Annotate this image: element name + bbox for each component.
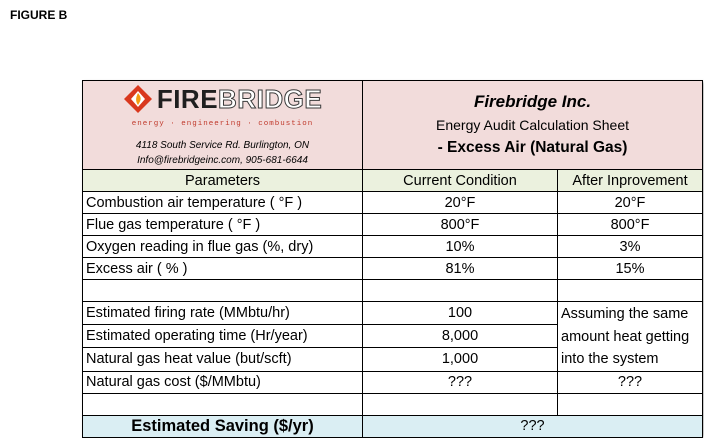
blank-cell [362,392,558,416]
current-value: 20°F [362,191,558,214]
param-label: Natural gas heat value (but/scft) [82,347,363,372]
after-value: 20°F [556,191,704,214]
after-value: 3% [556,235,704,258]
param-label: Excess air ( % ) [82,257,363,280]
after-note: Assuming the same amount heat getting in… [556,301,704,372]
param-label: Natural gas cost ($/MMbtu) [82,370,363,394]
saving-label: Estimated Saving ($/yr) [82,414,363,438]
calculation-sheet: FIRE BRIDGE energy · engineering · combus… [82,80,704,438]
param-label: Combustion air temperature ( °F ) [82,191,363,214]
header-row: FIRE BRIDGE energy · engineering · combus… [82,80,704,170]
col-header-current: Current Condition [362,169,558,192]
logo-word-fire: FIRE [156,84,219,114]
param-label: Oxygen reading in flue gas (%, dry) [82,235,363,258]
blank-cell [556,392,704,416]
sheet-subtitle: - Excess Air (Natural Gas) [437,139,628,156]
col-header-after: After Inprovement [556,169,704,192]
table-row: Oxygen reading in flue gas (%, dry) 10% … [82,235,704,258]
diamond-flame-icon [123,85,152,113]
saving-value: ??? [361,414,704,438]
blank-cell [556,279,704,302]
sheet-title: Energy Audit Calculation Sheet [436,117,630,133]
company-name: Firebridge Inc. [473,92,592,111]
column-header-row: Parameters Current Condition After Inpro… [82,169,704,192]
saving-row: Estimated Saving ($/yr) ??? [82,414,704,438]
company-logo-block: FIRE BRIDGE energy · engineering · combus… [82,80,363,170]
table-row: Combustion air temperature ( °F ) 20°F 2… [82,191,704,214]
blank-row [82,392,704,416]
after-value: 800°F [556,213,704,236]
figure-label: FIGURE B [10,8,68,22]
current-value: 10% [362,235,558,258]
param-label: Flue gas temperature ( °F ) [82,213,363,236]
sheet-title-block: Firebridge Inc. Energy Audit Calculation… [361,80,704,170]
table-row: Flue gas temperature ( °F ) 800°F 800°F [82,213,704,236]
current-value: 800°F [362,213,558,236]
blank-cell [82,392,363,416]
company-contact: Info@firebridgeinc.com, 905-681-6644 [137,155,308,166]
blank-row [82,279,704,302]
current-value: ??? [362,370,558,394]
table-row: Natural gas cost ($/MMbtu) ??? ??? [82,370,704,394]
current-value: 100 [362,300,558,326]
param-label: Estimated operating time (Hr/year) [82,324,363,349]
logo-tagline: energy · engineering · combustion [131,120,314,128]
logo: FIRE BRIDGE [84,84,362,114]
table-row: Estimated firing rate (MMbtu/hr) 100 Ass… [82,300,704,372]
company-address: 4118 South Service Rd. Burlington, ON [135,140,310,151]
after-value: 15% [556,257,704,280]
current-value: 81% [362,257,558,280]
blank-cell [362,279,558,302]
logo-word-bridge: BRIDGE [218,84,323,114]
current-value: 8,000 [362,324,558,349]
calculation-table: FIRE BRIDGE energy · engineering · combus… [82,80,704,438]
current-value: 1,000 [362,347,558,372]
table-row: Excess air ( % ) 81% 15% [82,257,704,280]
blank-cell [82,279,363,302]
col-header-parameters: Parameters [82,169,363,192]
table-row: Natural gas heat value (but/scft) 1,000 [82,347,703,372]
param-label: Estimated firing rate (MMbtu/hr) [82,300,363,326]
after-value: ??? [556,370,704,394]
